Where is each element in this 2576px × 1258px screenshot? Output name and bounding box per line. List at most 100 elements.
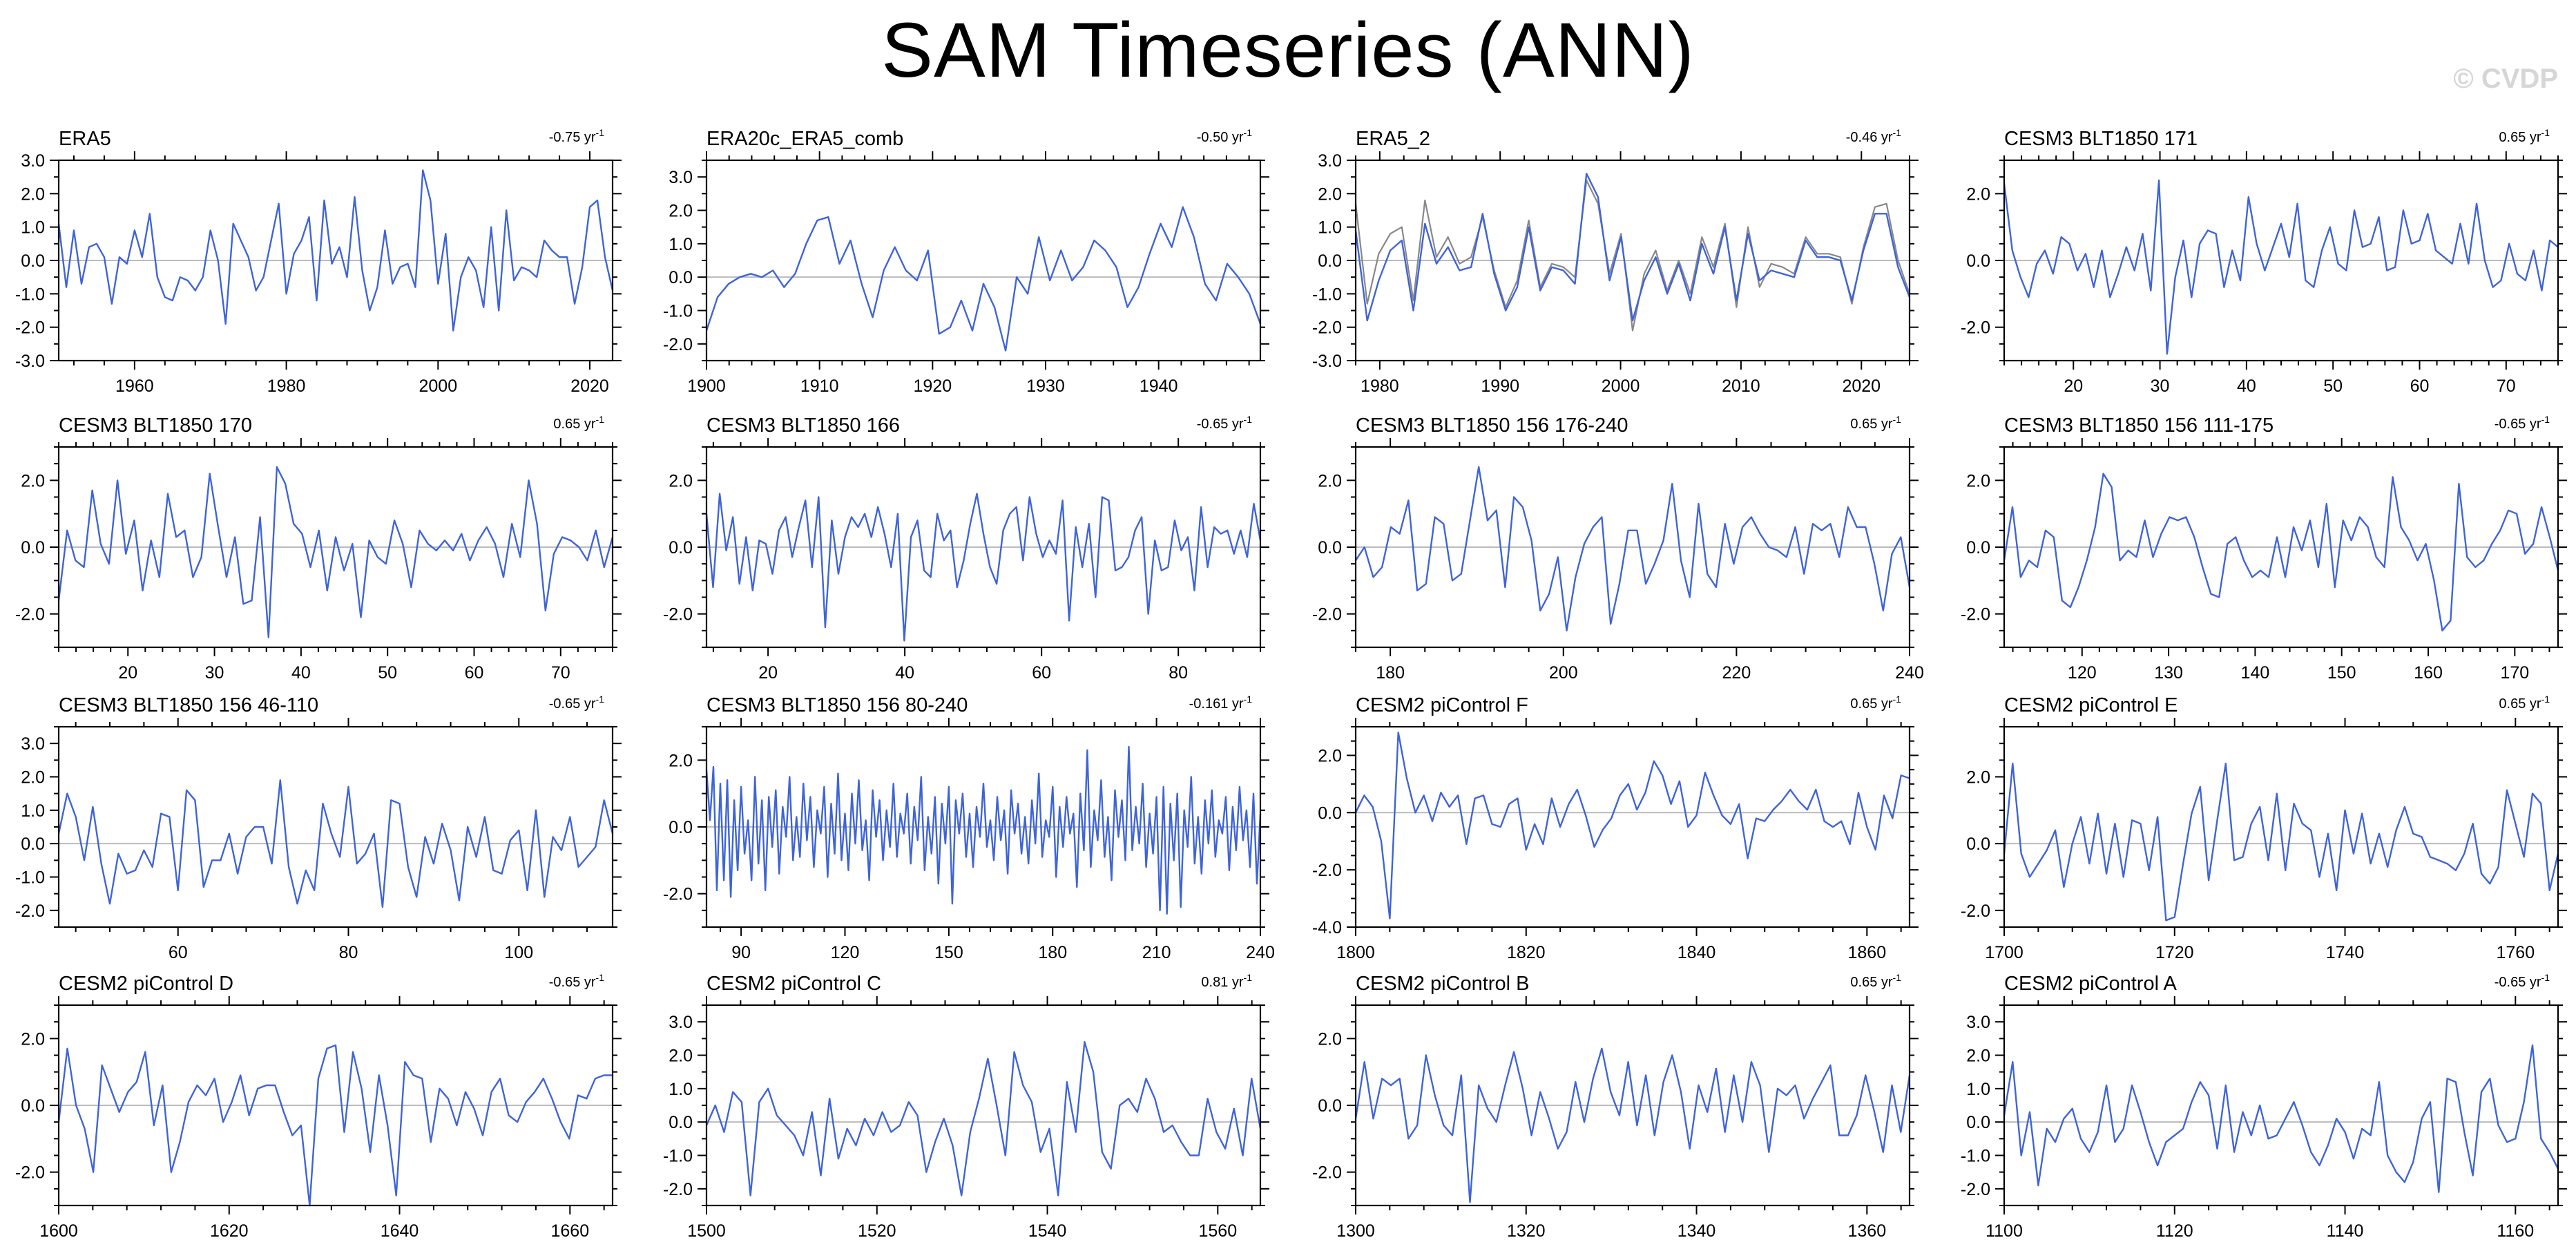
panel-title: CESM3 BLT1850 156 46-110 <box>59 694 318 716</box>
x-tick-label: 2020 <box>1842 377 1881 396</box>
y-tick-label: -1.0 <box>663 1147 693 1166</box>
y-tick-label: 0.0 <box>21 538 45 557</box>
trend-value: -0.65 yr <box>2495 417 2541 432</box>
y-tick-label: 1.0 <box>21 801 45 821</box>
x-tick-label: 1540 <box>1028 1221 1067 1241</box>
trend-exponent: -1 <box>1893 414 1902 425</box>
x-tick-label: 2020 <box>570 377 609 396</box>
y-tick-label: 0.0 <box>21 251 45 271</box>
series-line-0 <box>705 493 1262 642</box>
panel-1: 3.0 2.0 1.0 0.0 -1.0 -2.0 1900 1910 1920 1930 1940… <box>663 127 1269 396</box>
y-tick-label: 2.0 <box>21 184 45 204</box>
x-tick-label: 20 <box>2064 377 2083 396</box>
panel-3: 2.0 0.0 -2.0 20 30 40 50 60 70 CESM3 BLT1850 171 0… <box>1961 127 2567 396</box>
y-tick-label: -2.0 <box>15 318 45 338</box>
panel-title: CESM3 BLT1850 166 <box>707 414 900 437</box>
y-tick-label: 0.0 <box>1318 251 1342 271</box>
x-tick-label: 180 <box>1376 663 1405 683</box>
y-tick-label: -4.0 <box>1312 918 1342 937</box>
trend-value: -0.65 yr <box>1197 417 1244 432</box>
y-tick-label: -1.0 <box>15 285 45 304</box>
trend-value: -0.46 yr <box>1846 130 1893 145</box>
trend-value: -0.65 yr <box>549 696 596 712</box>
y-tick-label: 1.0 <box>669 1080 693 1099</box>
x-tick-label: 210 <box>1142 943 1171 962</box>
x-tick-label: 240 <box>1246 943 1275 962</box>
x-tick-label: 1500 <box>687 1221 726 1241</box>
panel-title: CESM2 piControl D <box>59 973 233 995</box>
x-tick-label: 60 <box>1032 663 1051 683</box>
y-tick-label: 3.0 <box>1966 1013 1990 1032</box>
x-tick-label: 30 <box>2151 377 2170 396</box>
x-tick-label: 1760 <box>2496 943 2535 962</box>
y-tick-label: 0.0 <box>1966 251 1990 271</box>
panel-5: 2.0 0.0 -2.0 20 40 60 80 CESM3 BLT1850 166 -0.65… <box>663 414 1269 683</box>
series-line-0 <box>705 745 1262 915</box>
trend-label: -0.65 yr-1 <box>549 972 604 990</box>
y-tick-label: 1.0 <box>1318 218 1342 238</box>
trend-label: -0.75 yr-1 <box>549 127 604 145</box>
y-tick-label: -2.0 <box>663 885 693 904</box>
x-tick-label: 90 <box>731 943 751 962</box>
trend-value: 0.65 yr <box>2499 696 2541 712</box>
x-tick-label: 1100 <box>1986 1221 2023 1241</box>
panel-9: 2.0 0.0 -2.0 90 120 150 180 210 240 CESM3 BLT1850… <box>663 694 1275 962</box>
series-line-0 <box>57 466 614 638</box>
x-tick-label: 1900 <box>687 377 726 396</box>
x-tick-label: 240 <box>1895 663 1924 683</box>
watermark: © CVDP <box>2453 64 2558 94</box>
x-tick-label: 50 <box>2323 377 2343 396</box>
x-tick-label: 50 <box>378 663 397 683</box>
series-line-0 <box>2003 1044 2559 1193</box>
y-tick-label: -2.0 <box>663 1180 693 1199</box>
y-tick-label: -2.0 <box>1312 1163 1342 1183</box>
trend-value: -0.161 yr <box>1189 696 1244 712</box>
x-tick-label: 1920 <box>914 377 952 396</box>
trend-label: 0.81 yr-1 <box>1201 972 1252 990</box>
trend-exponent: -1 <box>2541 414 2550 425</box>
y-tick-label: 0.0 <box>1318 1096 1342 1116</box>
series-line-0 <box>1354 732 1910 919</box>
x-tick-label: 1700 <box>1985 943 2024 962</box>
panel-4: 2.0 0.0 -2.0 20 30 40 50 60 70 CESM3 BLT1850 170 0… <box>15 414 622 683</box>
trend-label: -0.161 yr-1 <box>1189 694 1253 712</box>
x-tick-label: 2010 <box>1722 377 1760 396</box>
plot-frame <box>2003 1004 2559 1207</box>
panel-title: CESM3 BLT1850 170 <box>59 414 252 437</box>
y-tick-label: -2.0 <box>1961 318 1990 338</box>
series-line-0 <box>705 1040 1262 1197</box>
series-line-0 <box>1354 1047 1911 1203</box>
trend-label: -0.46 yr-1 <box>1846 127 1901 145</box>
y-tick-label: 2.0 <box>1318 184 1342 204</box>
y-tick-label: 0.0 <box>21 835 45 854</box>
y-tick-label: 2.0 <box>1318 746 1342 765</box>
panel-10: 2.0 0.0 -2.0 -4.0 1800 1820 1840 1860 CESM2 piCo… <box>1312 694 1919 962</box>
x-tick-label: 1740 <box>2326 943 2365 962</box>
y-tick-label: -1.0 <box>1961 1147 1990 1166</box>
x-tick-label: 1620 <box>210 1221 249 1241</box>
y-tick-label: 3.0 <box>669 1013 693 1032</box>
x-tick-label: 120 <box>2068 663 2097 683</box>
trend-label: 0.65 yr-1 <box>2499 694 2550 712</box>
panel-title: CESM2 piControl C <box>707 973 881 995</box>
y-tick-label: 2.0 <box>669 202 693 221</box>
x-tick-label: 30 <box>205 663 224 683</box>
x-tick-label: 1360 <box>1847 1221 1886 1241</box>
trend-label: -0.65 yr-1 <box>549 694 604 712</box>
trend-label: 0.65 yr-1 <box>553 414 604 432</box>
x-tick-label: 1340 <box>1678 1221 1716 1241</box>
trend-exponent: -1 <box>2541 972 2550 983</box>
x-tick-label: 80 <box>1169 663 1188 683</box>
x-tick-label: 1300 <box>1336 1221 1375 1241</box>
x-tick-label: 40 <box>2237 377 2256 396</box>
x-tick-label: 1660 <box>550 1221 589 1241</box>
trend-value: 0.65 yr <box>2499 130 2541 145</box>
trend-value: -0.65 yr <box>549 975 596 990</box>
x-tick-label: 1640 <box>381 1221 419 1241</box>
series-line-0 <box>1354 466 1911 631</box>
y-tick-label: 2.0 <box>1318 471 1342 490</box>
y-tick-label: 0.0 <box>669 268 693 287</box>
y-tick-label: 2.0 <box>21 768 45 788</box>
series-line-0 <box>705 206 1262 352</box>
